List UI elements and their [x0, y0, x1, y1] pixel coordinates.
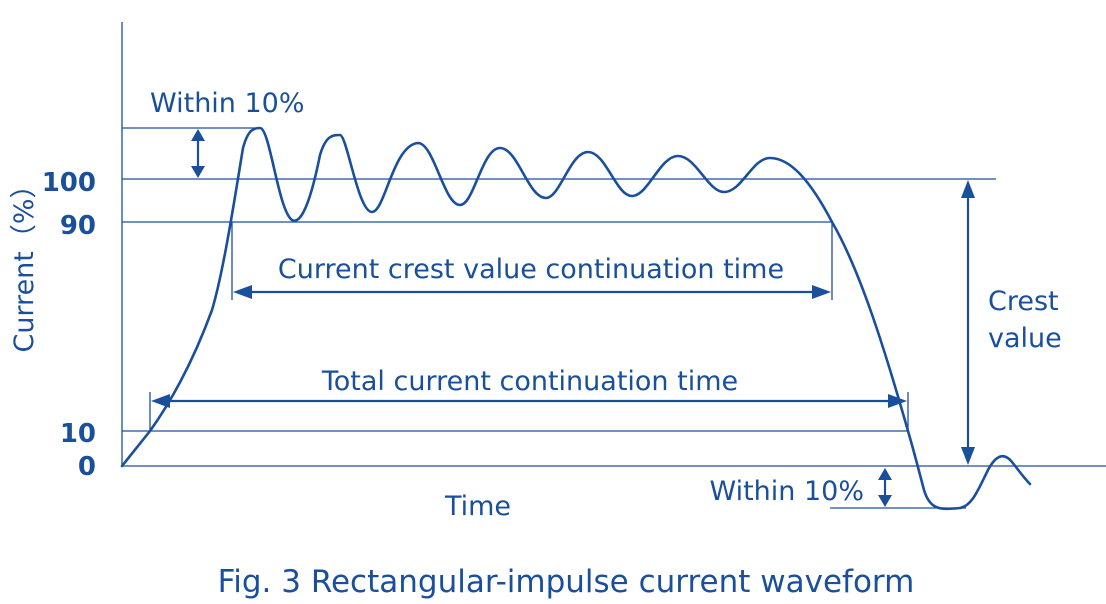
crest-value-arrowhead-down [961, 447, 975, 465]
tick-100: 100 [42, 168, 96, 198]
overshoot-top-label: Within 10% [150, 88, 305, 119]
undershoot-arrowhead-down [878, 495, 892, 507]
overshoot-bottom-label: Within 10% [709, 476, 864, 507]
tick-0: 0 [78, 452, 96, 482]
overshoot-top-arrowhead-down [191, 166, 205, 178]
total-arrowhead-right [888, 394, 907, 408]
crest-value-arrowhead-up [961, 180, 975, 198]
crest-continuation-label: Current crest value continuation time [278, 254, 784, 285]
crest-value-label-line1: Crest [988, 286, 1059, 317]
tick-10: 10 [60, 419, 96, 449]
total-continuation-label: Total current continuation time [321, 366, 738, 397]
figure-caption: Fig. 3 Rectangular-impulse current wavef… [218, 564, 915, 600]
undershoot-arrowhead-up [878, 468, 892, 480]
y-axis-label: Current（%） [9, 171, 40, 352]
tick-90: 90 [60, 211, 96, 241]
x-axis-label: Time [444, 491, 511, 522]
crest-value-label-line2: value [988, 323, 1062, 354]
total-arrowhead-left [151, 394, 170, 408]
crest-arrowhead-right [812, 285, 831, 299]
impulse-waveform [120, 126, 1032, 511]
crest-arrowhead-left [233, 285, 252, 299]
overshoot-top-arrowhead-up [191, 129, 205, 141]
